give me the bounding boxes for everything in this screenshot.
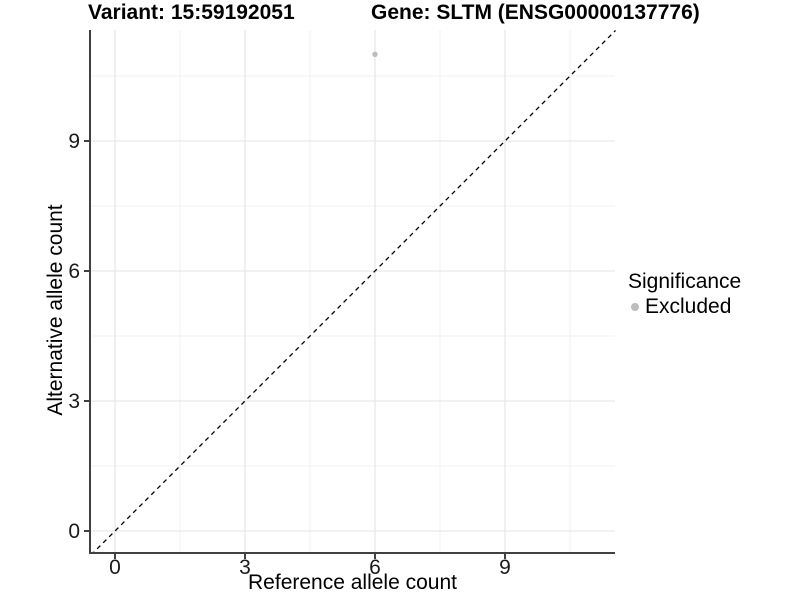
y-tick-label: 9 <box>68 130 80 153</box>
x-tick-label: 3 <box>239 556 251 579</box>
data-points <box>372 51 378 58</box>
gene-title: Gene: SLTM (ENSG00000137776) <box>371 1 700 24</box>
y-tick-label: 6 <box>68 260 80 283</box>
y-tick-label: 3 <box>68 390 80 413</box>
y-tick-label: 0 <box>68 520 80 543</box>
identity-line <box>91 30 616 554</box>
y-axis-title: Alternative allele count <box>44 204 67 416</box>
x-tick-label: 9 <box>499 556 511 579</box>
x-axis-title: Reference allele count <box>248 571 457 594</box>
tick-labels: 0 3 6 9 0 3 6 9 <box>68 130 511 579</box>
legend-title: Significance <box>628 270 742 293</box>
legend: Significance Excluded <box>628 269 741 319</box>
identity-line-layer <box>91 30 616 554</box>
gridlines <box>90 30 615 553</box>
variant-title: Variant: 15:59192051 <box>88 1 295 24</box>
legend-entry-excluded: Excluded <box>628 295 741 319</box>
data-point <box>372 51 378 58</box>
x-tick-label: 0 <box>109 556 121 579</box>
x-tick-label: 6 <box>369 556 381 579</box>
axes <box>84 30 615 559</box>
legend-entry-label: Excluded <box>645 295 732 318</box>
excluded-dot-icon <box>631 303 639 311</box>
